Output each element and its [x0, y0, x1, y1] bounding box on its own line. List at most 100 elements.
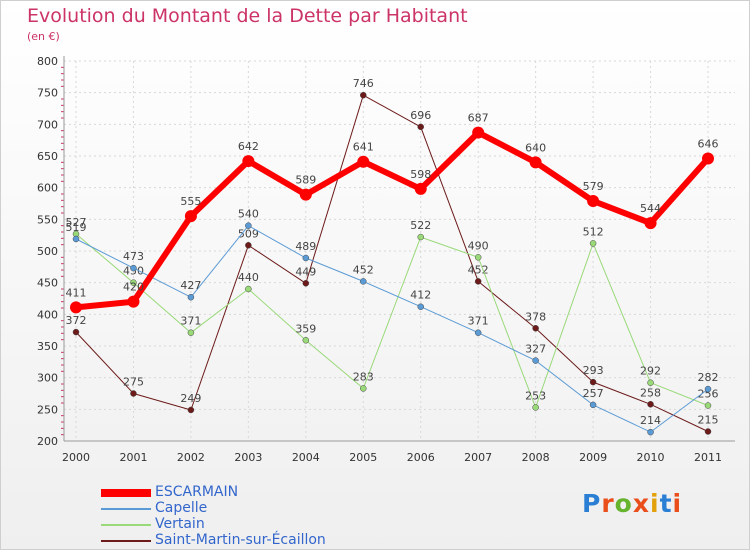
data-label-capelle: 452	[353, 263, 374, 276]
legend-item-escarmain: ESCARMAIN	[101, 484, 401, 501]
data-label-saint-martin-sur-ecaillon: 696	[410, 109, 431, 122]
proxiti-logo: Proxiti	[582, 489, 682, 518]
y-tick-label: 800	[37, 55, 58, 68]
x-tick-label: 2011	[694, 451, 722, 464]
y-tick-label: 750	[37, 87, 58, 100]
legend-label: Vertain	[155, 516, 205, 532]
data-point-capelle	[245, 222, 252, 229]
x-tick-label: 2005	[349, 451, 377, 464]
data-label-vertain: 371	[180, 315, 201, 328]
data-point-saint-martin-sur-ecaillon	[187, 406, 195, 414]
data-point-saint-martin-sur-ecaillon	[589, 378, 597, 386]
data-point-saint-martin-sur-ecaillon	[417, 123, 424, 131]
logo-letter: x	[632, 489, 650, 518]
y-tick-label: 400	[37, 308, 58, 321]
data-point-vertain	[187, 329, 195, 336]
legend: ESCARMAIN Capelle Vertain Saint-Martin-sur-…	[101, 484, 401, 549]
series-line-vertain	[75, 233, 709, 408]
logo-letter: P	[582, 489, 602, 518]
data-point-saint-martin-sur-ecaillon	[302, 280, 310, 287]
data-point-escarmain	[414, 182, 427, 195]
data-point-capelle	[532, 357, 539, 364]
data-point-vertain	[704, 402, 712, 409]
data-point-escarmain	[184, 210, 197, 223]
data-point-saint-martin-sur-ecaillon	[245, 242, 252, 249]
x-tick-label: 2007	[464, 451, 492, 464]
data-point-escarmain	[702, 152, 714, 165]
data-point-escarmain	[472, 126, 485, 139]
data-label-escarmain: 646	[698, 138, 719, 151]
data-point-capelle	[187, 293, 195, 301]
data-label-escarmain: 641	[353, 141, 374, 154]
data-label-saint-martin-sur-ecaillon: 449	[295, 265, 316, 278]
y-tick-label: 350	[37, 340, 58, 353]
data-label-saint-martin-sur-ecaillon: 378	[525, 310, 546, 323]
x-tick-label: 2010	[637, 451, 665, 464]
y-tick-label: 650	[37, 150, 58, 163]
chart-unit-label: (en €)	[27, 30, 60, 43]
data-label-saint-martin-sur-ecaillon: 215	[698, 414, 719, 427]
data-label-escarmain: 555	[180, 195, 201, 208]
x-tick-label: 2004	[292, 451, 320, 464]
data-point-saint-martin-sur-ecaillon	[704, 428, 712, 435]
y-tick-label: 450	[37, 277, 58, 290]
y-tick-label: 200	[37, 435, 58, 448]
data-label-vertain: 292	[640, 365, 661, 378]
legend-label: Saint-Martin-sur-Écaillon	[155, 532, 326, 548]
data-label-saint-martin-sur-ecaillon: 258	[640, 386, 661, 399]
logo-letter: i	[672, 489, 683, 518]
y-tick-label: 700	[37, 118, 58, 131]
data-label-vertain: 490	[468, 239, 489, 252]
data-label-capelle: 489	[295, 240, 316, 253]
x-tick-label: 2006	[407, 451, 435, 464]
data-point-vertain	[360, 385, 367, 392]
data-label-vertain: 283	[353, 370, 374, 383]
data-point-escarmain	[242, 155, 255, 168]
data-label-capelle: 412	[410, 289, 431, 302]
data-point-capelle	[647, 428, 654, 436]
data-point-capelle	[360, 278, 367, 285]
x-tick-label: 2009	[579, 451, 607, 464]
x-tick-label: 2003	[234, 451, 262, 464]
legend-label: Capelle	[155, 500, 208, 516]
data-label-escarmain: 420	[123, 281, 144, 294]
y-tick-label: 550	[37, 213, 58, 226]
data-label-capelle: 327	[525, 343, 546, 356]
data-point-escarmain	[529, 156, 542, 169]
data-label-vertain: 253	[525, 389, 546, 402]
data-label-capelle: 519	[66, 221, 87, 234]
logo-letter: i	[650, 489, 660, 518]
legend-item-saint-martin-sur-ecaillon: Saint-Martin-sur-Écaillon	[101, 532, 401, 549]
data-point-escarmain	[644, 217, 657, 230]
data-point-capelle	[130, 264, 137, 272]
data-point-saint-martin-sur-ecaillon	[647, 401, 654, 408]
data-label-capelle: 473	[123, 250, 144, 263]
data-label-escarmain: 640	[525, 141, 546, 154]
data-point-capelle	[417, 303, 424, 310]
data-point-escarmain	[357, 155, 370, 168]
data-label-vertain: 527	[66, 216, 87, 229]
data-label-vertain: 512	[583, 225, 604, 238]
data-point-escarmain	[587, 194, 600, 207]
data-label-escarmain: 411	[66, 286, 87, 299]
data-point-saint-martin-sur-ecaillon	[360, 91, 367, 99]
data-label-saint-martin-sur-ecaillon: 746	[353, 77, 374, 90]
legend-item-vertain: Vertain	[101, 516, 401, 533]
x-tick-label: 2001	[119, 451, 147, 464]
data-point-vertain	[474, 254, 482, 261]
legend-swatch	[101, 540, 151, 542]
y-tick-label: 500	[37, 245, 58, 258]
legend-item-capelle: Capelle	[101, 500, 401, 517]
data-point-capelle	[72, 235, 80, 243]
data-label-vertain: 522	[410, 219, 431, 232]
data-point-vertain	[647, 379, 654, 386]
data-point-vertain	[245, 285, 252, 293]
x-tick-label: 2000	[62, 451, 90, 464]
data-label-saint-martin-sur-ecaillon: 452	[468, 263, 489, 276]
data-label-capelle: 257	[583, 387, 604, 400]
x-tick-label: 2002	[177, 451, 205, 464]
data-point-escarmain	[127, 295, 140, 308]
data-label-escarmain: 642	[238, 140, 259, 153]
data-label-escarmain: 687	[468, 112, 489, 125]
